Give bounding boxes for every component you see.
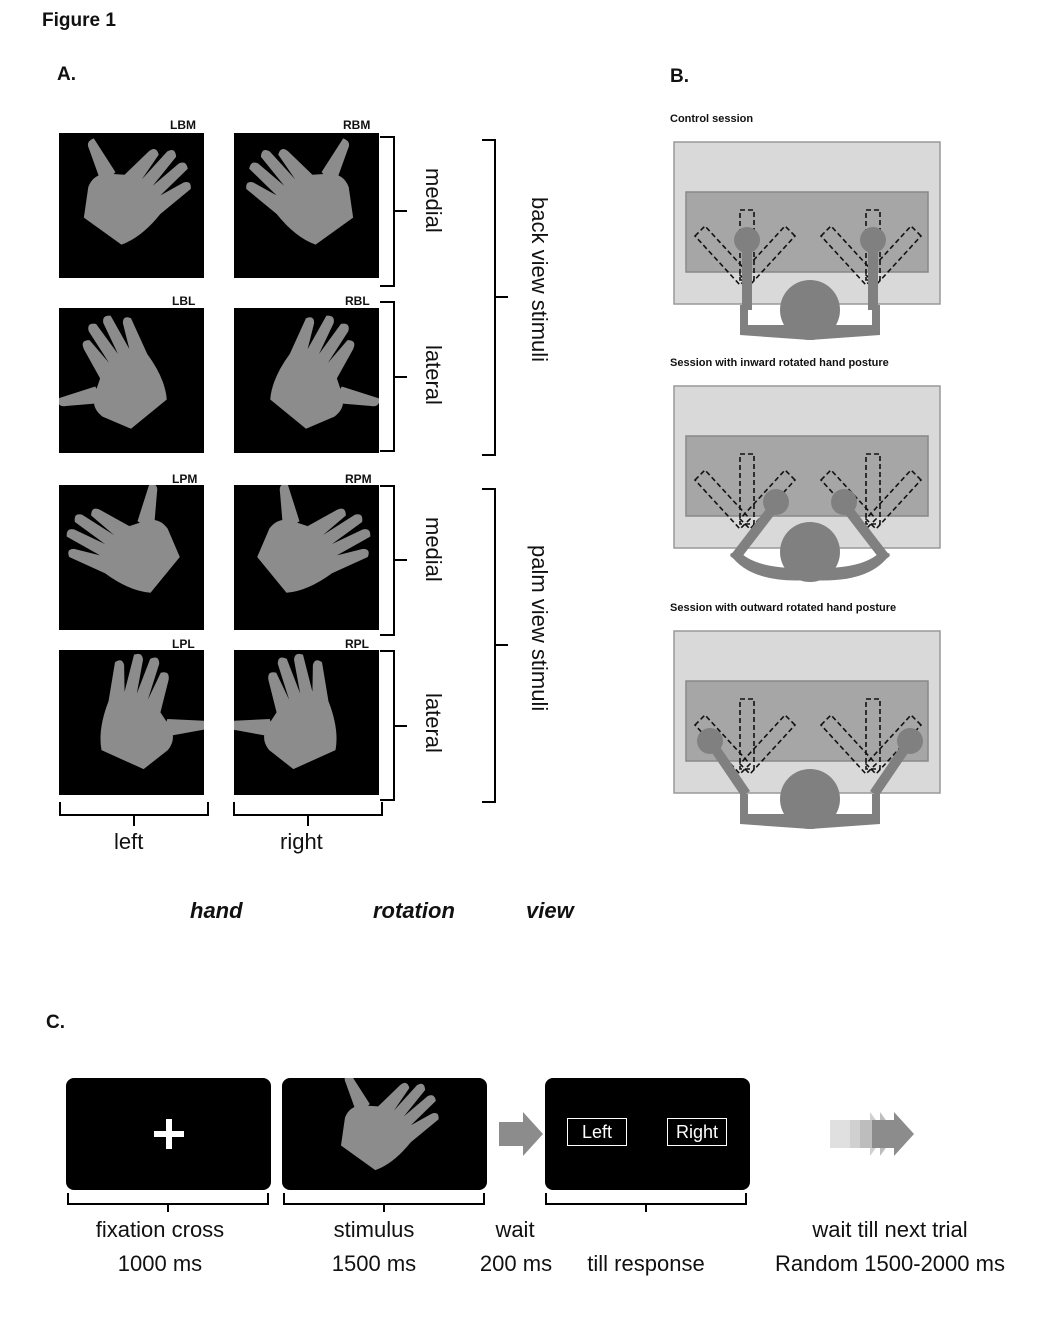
code-rpm: RPM (345, 472, 372, 486)
label-medial-palm: medial (421, 517, 446, 582)
stimulus-image-lbl (59, 308, 204, 453)
label-lateral-palm: lateral (421, 693, 446, 753)
code-lbm: LBM (170, 118, 196, 132)
session-title-control: Control session (670, 113, 754, 125)
posture-diagrams (673, 141, 941, 829)
control-session-diagram (673, 141, 941, 340)
step-wait: wait (495, 1217, 535, 1242)
arrow-icon (499, 1112, 543, 1156)
code-rbl: RBL (345, 294, 370, 308)
inward-session-diagram (673, 385, 941, 582)
label-medial-back: medial (421, 168, 446, 233)
step-response: till response (587, 1251, 705, 1276)
step-fixation-time: 1000 ms (117, 1251, 203, 1276)
step-stimulus-time: 1500 ms (331, 1251, 417, 1276)
label-left: left (114, 829, 144, 854)
code-rpl: RPL (345, 637, 369, 651)
panel-b-label: B. (670, 66, 689, 87)
factor-view: view (526, 898, 574, 923)
next-trial-arrow-icon (830, 1112, 914, 1156)
response-screen: Left Right (545, 1078, 750, 1190)
response-left-box: Left (567, 1118, 627, 1146)
session-title-outward: Session with outward rotated hand postur… (670, 602, 897, 614)
label-palm-view: palm view stimuli (527, 545, 552, 712)
stimulus-image-lpl (59, 650, 204, 795)
label-back-view: back view stimuli (527, 197, 552, 363)
code-rbm: RBM (343, 118, 371, 132)
code-lpl: LPL (172, 637, 195, 651)
step-next-time: Random 1500-2000 ms (775, 1251, 1005, 1276)
panel-a-label: A. (57, 64, 76, 85)
stimulus-screen (282, 1048, 487, 1190)
stimulus-image-rpm (234, 485, 379, 630)
panel-c-label: C. (46, 1012, 65, 1033)
session-title-inward: Session with inward rotated hand posture (670, 357, 889, 369)
fixation-screen (66, 1078, 271, 1190)
stimulus-image-rbm (234, 133, 379, 278)
step-stimulus: stimulus (333, 1217, 415, 1242)
code-lpm: LPM (172, 472, 198, 486)
step-wait-time: 200 ms (479, 1251, 553, 1276)
label-lateral-back: lateral (421, 345, 446, 405)
stimulus-image-lbm (59, 133, 204, 278)
response-right-box: Right (667, 1118, 727, 1146)
label-right: right (280, 829, 323, 854)
code-lbl: LBL (172, 294, 196, 308)
fixation-cross-icon (154, 1119, 184, 1149)
factor-hand: hand (190, 898, 243, 923)
factor-rotation: rotation (373, 898, 455, 923)
stimulus-image-rpl (234, 650, 379, 795)
step-next: wait till next trial (812, 1217, 968, 1242)
stimulus-image-rbl (234, 308, 379, 453)
timeline-brackets (67, 1193, 747, 1212)
step-fixation: fixation cross (95, 1217, 225, 1242)
hand-stimulus-image (312, 1048, 450, 1185)
outward-session-diagram (673, 630, 941, 829)
figure-title: Figure 1 (42, 10, 116, 31)
stimulus-image-lpm (59, 485, 204, 630)
panel-a-brackets (59, 136, 508, 826)
